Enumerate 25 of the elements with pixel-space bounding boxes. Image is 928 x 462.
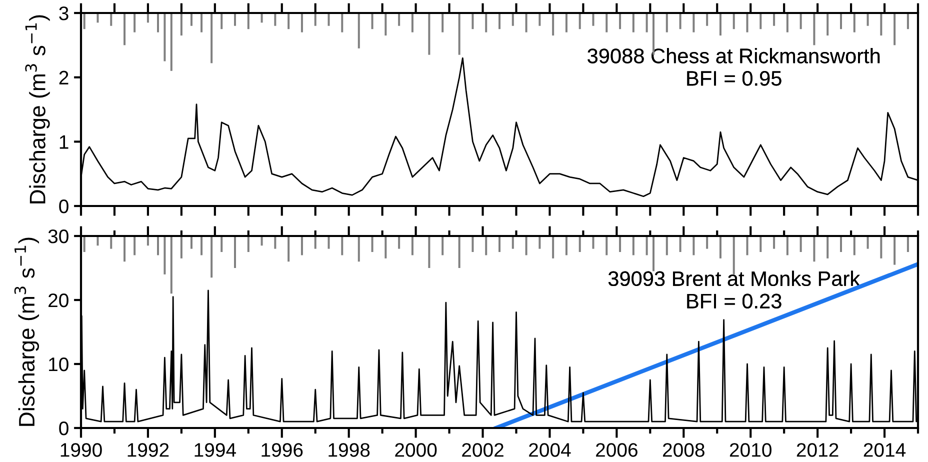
y-axis-title: Discharge (m$^{3}$ s$^{−1}$)	[14, 238, 40, 426]
x-tick-label: 1992	[128, 443, 169, 457]
y-tick-label: 0	[59, 421, 68, 436]
y-tick-label: 30	[48, 229, 68, 244]
y-axis-title: Discharge (m$^{3}$ s$^{−1}$)	[25, 15, 50, 204]
y-tick-label: 10	[49, 357, 68, 372]
x-tick-label: 2004	[529, 443, 571, 457]
x-tick-label: 1990	[60, 443, 102, 457]
y-tick-label: 0	[59, 199, 68, 214]
x-tick-label: 2008	[662, 443, 704, 457]
annotation: 39088 Chess at Rickmansworth BFI = 0.95	[588, 48, 880, 86]
x-tick-label: 1994	[194, 443, 236, 457]
y-tick-label: 20	[48, 293, 68, 308]
x-tick-label: 1998	[328, 443, 370, 457]
y-tick-label: 1	[60, 135, 68, 149]
x-tick-label: 2000	[395, 443, 437, 457]
x-tick-label: 2012	[796, 443, 838, 457]
x-tick-label: 2002	[462, 443, 504, 457]
x-tick-label: 1996	[262, 443, 303, 457]
x-tick-label: 2010	[730, 443, 772, 457]
x-tick-label: 2006	[596, 443, 638, 457]
annotation: 39093 Brent at Monks Park BFI = 0.23	[608, 270, 860, 308]
y-tick-label: 2	[59, 70, 68, 84]
y-tick-label: 3	[59, 6, 68, 20]
x-tick-label: 2014	[864, 443, 906, 457]
